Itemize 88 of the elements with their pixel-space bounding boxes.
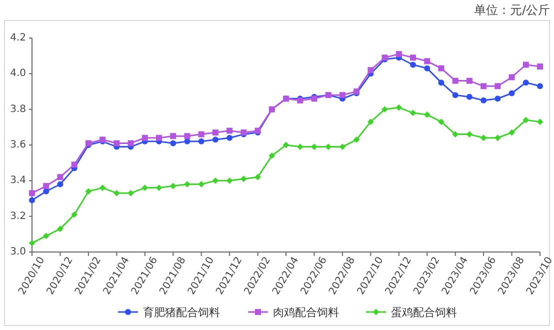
point xyxy=(71,162,78,168)
point xyxy=(198,131,204,138)
point xyxy=(142,134,148,141)
text: 单位：元/公斤 xyxy=(474,3,550,17)
point xyxy=(353,136,360,143)
point xyxy=(367,118,374,126)
point xyxy=(212,130,218,136)
point xyxy=(537,64,543,70)
point xyxy=(466,131,473,138)
point xyxy=(339,144,346,150)
point xyxy=(128,190,134,196)
point xyxy=(480,83,487,90)
point xyxy=(156,134,162,141)
point xyxy=(170,140,176,146)
point xyxy=(170,133,176,140)
point xyxy=(29,197,35,204)
legend-label: 肉鸡配合饲料 xyxy=(273,306,339,319)
point xyxy=(494,96,501,102)
point xyxy=(254,174,261,180)
point xyxy=(99,184,106,191)
y-tick-label: 3.6 xyxy=(10,140,26,150)
point xyxy=(494,83,501,90)
point xyxy=(212,136,218,143)
point xyxy=(198,181,205,188)
point xyxy=(480,97,487,104)
point xyxy=(466,78,472,84)
point xyxy=(28,240,36,246)
point xyxy=(113,190,120,196)
point xyxy=(452,78,458,84)
point xyxy=(184,181,190,188)
point xyxy=(466,94,472,100)
point xyxy=(424,65,430,72)
point xyxy=(452,131,459,138)
point xyxy=(226,128,233,134)
point xyxy=(396,104,402,111)
point xyxy=(226,177,233,184)
point xyxy=(311,144,318,150)
point xyxy=(438,80,444,86)
point xyxy=(142,184,148,191)
point xyxy=(296,144,304,150)
point xyxy=(410,54,416,61)
point xyxy=(410,62,416,68)
y-tick-label: 3.2 xyxy=(10,210,26,222)
point xyxy=(480,134,487,142)
point xyxy=(114,140,120,146)
point xyxy=(494,134,501,142)
point xyxy=(128,140,134,146)
y-tick-label: 4.0 xyxy=(10,68,26,80)
point xyxy=(325,144,332,150)
point xyxy=(268,152,276,159)
point xyxy=(71,211,78,218)
point xyxy=(368,67,374,74)
point xyxy=(396,51,402,58)
point xyxy=(382,106,388,113)
point xyxy=(424,111,430,118)
point xyxy=(85,188,92,195)
point xyxy=(57,174,64,180)
point xyxy=(522,116,530,124)
point xyxy=(438,65,444,72)
point xyxy=(424,58,430,64)
point xyxy=(522,80,529,86)
point xyxy=(438,118,444,126)
point xyxy=(452,92,458,98)
point xyxy=(42,232,50,240)
point xyxy=(57,226,64,232)
y-tick-label: 3.4 xyxy=(10,175,26,186)
point xyxy=(508,90,515,96)
point xyxy=(410,110,416,116)
point xyxy=(226,134,233,141)
point xyxy=(212,177,219,184)
point xyxy=(43,183,50,190)
legend-label: 育肥猪配合饲料 xyxy=(143,306,220,319)
y-tick-label: 4.2 xyxy=(10,32,26,44)
point xyxy=(339,92,346,98)
point xyxy=(57,181,64,188)
point xyxy=(508,74,515,80)
point xyxy=(198,138,204,144)
point xyxy=(240,176,247,182)
point xyxy=(522,62,529,68)
point xyxy=(184,133,190,140)
point xyxy=(282,142,290,148)
y-tick-label: 3.0 xyxy=(10,246,26,258)
y-tick-label: 3.8 xyxy=(10,104,26,115)
point xyxy=(536,118,544,126)
point xyxy=(170,182,176,190)
point xyxy=(537,83,543,90)
legend-label: 蛋鸡配合饲料 xyxy=(391,306,457,319)
point xyxy=(29,190,35,196)
